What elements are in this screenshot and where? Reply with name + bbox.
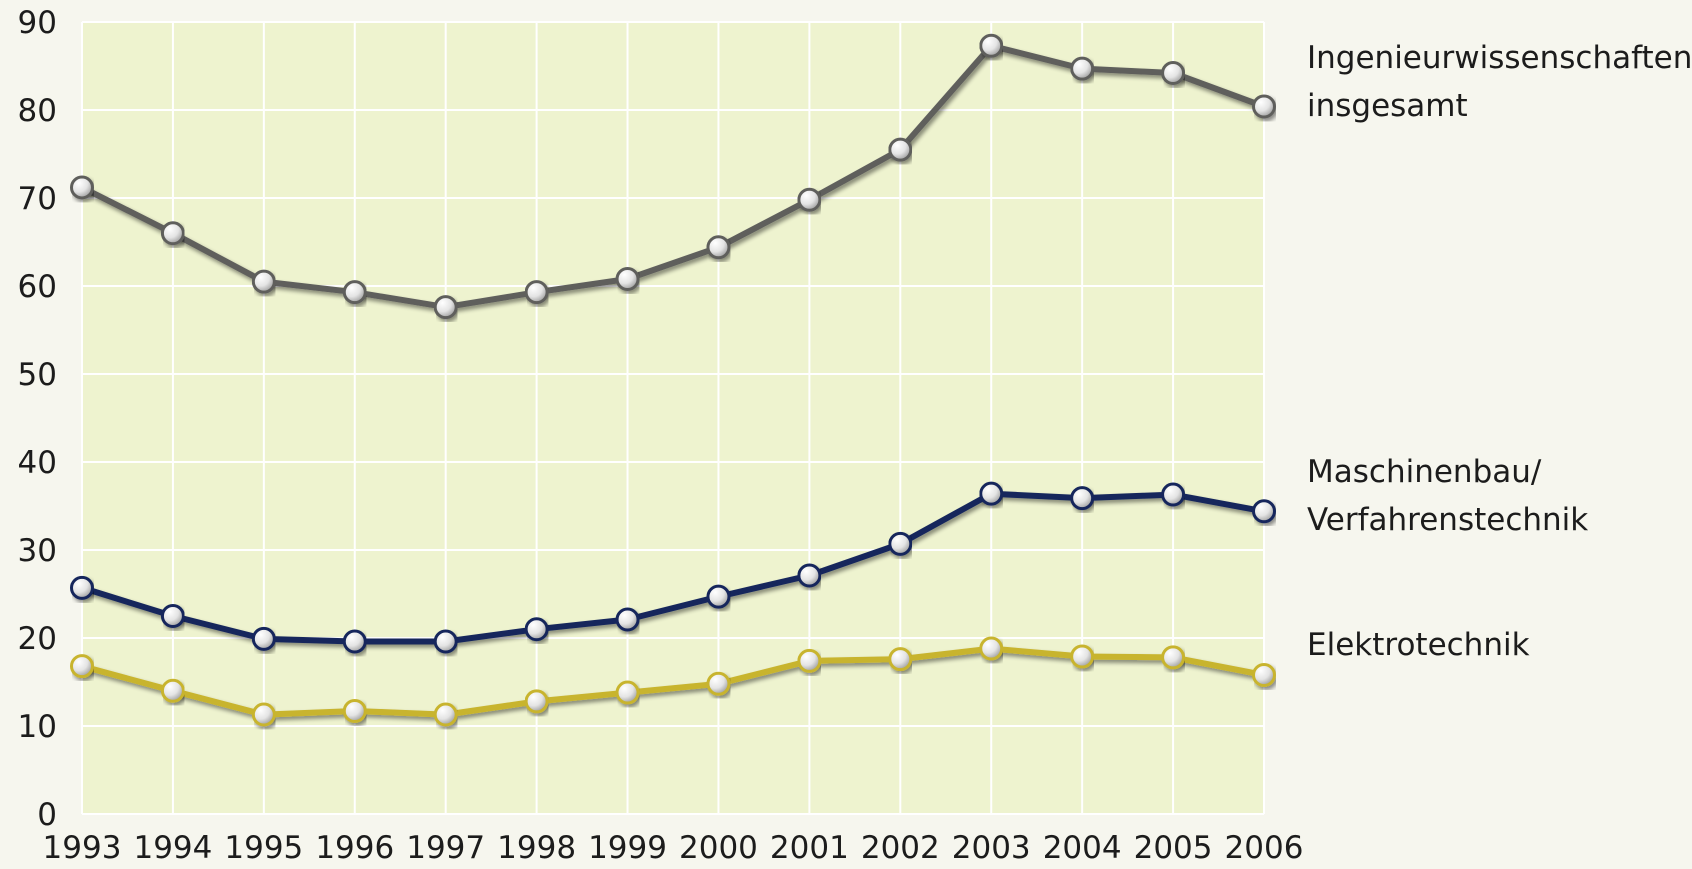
- data-point: [342, 629, 367, 654]
- y-tick-label: 30: [18, 533, 57, 569]
- x-tick-label: 2006: [1225, 830, 1304, 866]
- x-tick-label: 2002: [861, 830, 940, 866]
- data-point: [524, 689, 549, 714]
- series-group: [70, 33, 1276, 320]
- data-point: [979, 33, 1004, 58]
- x-tick-label: 1994: [133, 830, 212, 866]
- data-point: [706, 235, 731, 260]
- data-point: [1161, 482, 1186, 507]
- x-tick-label: 1998: [497, 830, 576, 866]
- y-tick-label: 90: [18, 5, 57, 41]
- y-tick-label: 70: [18, 181, 57, 217]
- y-tick-label: 80: [18, 93, 57, 129]
- x-tick-label: 2000: [679, 830, 758, 866]
- data-point: [1252, 499, 1276, 524]
- data-point: [888, 647, 913, 672]
- series-label: Ingenieurwissenschaften: [1307, 40, 1692, 76]
- data-point: [342, 699, 367, 724]
- y-tick-label: 40: [18, 445, 57, 481]
- data-point: [1252, 94, 1276, 119]
- data-point: [524, 617, 549, 642]
- x-tick-label: 1997: [406, 830, 485, 866]
- series-group: [70, 636, 1276, 727]
- x-tick-label: 2005: [1134, 830, 1213, 866]
- x-tick-label: 1996: [315, 830, 394, 866]
- x-tick-label: 2004: [1043, 830, 1122, 866]
- data-point: [70, 175, 94, 200]
- data-point: [797, 187, 822, 212]
- data-point: [1070, 644, 1095, 669]
- data-point: [615, 607, 640, 632]
- series-line: [79, 42, 1267, 311]
- y-tick-label: 60: [18, 269, 57, 305]
- data-point: [251, 626, 276, 651]
- data-point: [1161, 61, 1186, 86]
- data-point: [70, 654, 94, 679]
- data-point: [979, 481, 1004, 506]
- x-tick-label: 2001: [770, 830, 849, 866]
- series-label: Verfahrenstechnik: [1307, 502, 1588, 538]
- data-point: [615, 680, 640, 705]
- x-tick-label: 1999: [588, 830, 667, 866]
- x-tick-label: 2003: [952, 830, 1031, 866]
- series-line: [79, 645, 1267, 718]
- data-point: [1070, 56, 1095, 81]
- data-point: [433, 702, 458, 727]
- data-point: [433, 629, 458, 654]
- data-point: [160, 678, 185, 703]
- data-point: [251, 269, 276, 294]
- x-tick-label: 1995: [224, 830, 303, 866]
- data-point: [433, 295, 458, 320]
- data-point: [1161, 645, 1186, 670]
- y-tick-label: 50: [18, 357, 57, 393]
- data-point: [615, 266, 640, 291]
- data-point: [888, 137, 913, 162]
- data-point: [979, 636, 1004, 661]
- data-point: [160, 604, 185, 628]
- data-point: [888, 531, 913, 556]
- plot-area: [82, 22, 1264, 814]
- series-group: [70, 481, 1276, 654]
- data-point: [70, 575, 94, 600]
- x-tick-label: 1993: [43, 830, 122, 866]
- series-label: insgesamt: [1307, 88, 1468, 124]
- data-point: [342, 280, 367, 305]
- y-tick-label: 10: [18, 709, 57, 745]
- series-label: Elektrotechnik: [1307, 627, 1530, 663]
- data-point: [706, 584, 731, 609]
- data-point: [797, 563, 822, 588]
- data-point: [524, 280, 549, 305]
- series-line: [79, 490, 1267, 645]
- data-point: [160, 221, 185, 246]
- y-tick-label: 20: [18, 621, 57, 657]
- y-tick-label: 0: [37, 797, 57, 833]
- data-point: [251, 702, 276, 727]
- data-point: [1070, 486, 1095, 511]
- data-point: [1252, 662, 1276, 687]
- series-label: Maschinenbau/: [1307, 454, 1542, 490]
- data-point: [797, 648, 822, 673]
- data-point: [706, 671, 731, 696]
